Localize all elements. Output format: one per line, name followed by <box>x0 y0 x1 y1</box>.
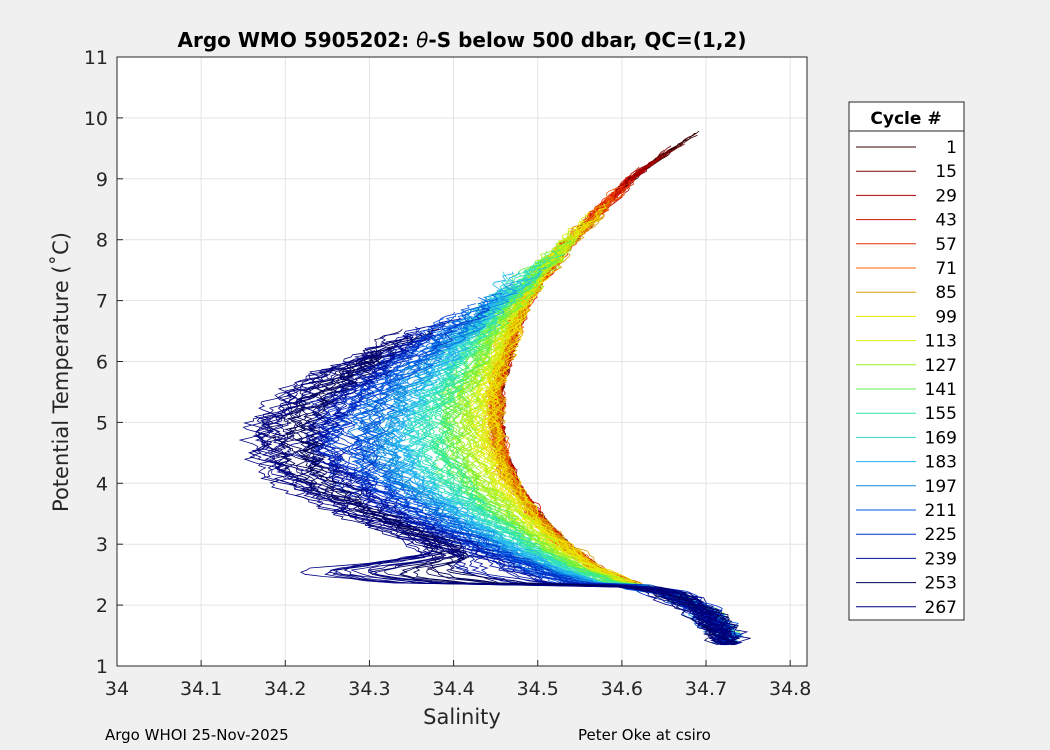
cycle-trace <box>284 350 727 646</box>
y-tick-label: 8 <box>96 230 108 252</box>
legend-entry: 127 <box>925 356 957 376</box>
x-tick-label: 34 <box>105 678 129 700</box>
y-tick-label: 10 <box>84 108 108 130</box>
y-tick-label: 9 <box>96 169 108 191</box>
y-tick-label: 7 <box>96 291 108 313</box>
x-tick-label: 34.3 <box>348 678 390 700</box>
legend-entry: 57 <box>935 235 957 255</box>
legend-entry: 29 <box>935 186 957 206</box>
legend-entry: 85 <box>935 283 957 303</box>
y-tick-label: 11 <box>84 47 108 69</box>
legend-entry: 141 <box>925 380 957 400</box>
x-ticks: 34 34.1 34.2 34.3 34.4 34.5 34.6 34.7 34.8 <box>105 660 811 700</box>
legend-entry: 113 <box>925 332 957 352</box>
cycle-trace <box>303 348 732 646</box>
legend-box <box>848 101 965 621</box>
cycle-trace <box>248 352 723 646</box>
chart-title: Argo WMO 5905202: θ-S below 500 dbar, QC… <box>178 28 747 52</box>
footer-left: Argo WHOI 25-Nov-2025 <box>105 726 289 744</box>
y-axis-label: Potential Temperature (˚C) <box>49 232 73 512</box>
x-tick-label: 34.6 <box>601 678 643 700</box>
legend-entry: 225 <box>925 525 957 545</box>
legend-entry: 211 <box>925 501 957 521</box>
legend-entry: 197 <box>925 477 957 497</box>
y-tick-label: 6 <box>96 352 108 374</box>
legend-items: 1 15 29 43 57 71 85 99 113 127 141 155 169 183 197 211 2… <box>856 138 957 618</box>
y-tick-label: 1 <box>96 656 108 678</box>
legend-entry: 1 <box>946 138 957 158</box>
y-ticks: 1 2 3 4 5 6 7 8 9 10 11 <box>84 47 123 678</box>
cycle-trace <box>242 369 729 646</box>
cycle-trace <box>238 373 751 645</box>
x-tick-label: 34.7 <box>685 678 727 700</box>
legend-entry: 169 <box>925 428 957 448</box>
y-tick-label: 3 <box>96 534 108 556</box>
y-tick-label: 5 <box>96 412 108 434</box>
legend-entry: 15 <box>935 162 957 182</box>
x-tick-label: 34.8 <box>769 678 811 700</box>
cycle-trace <box>260 354 738 646</box>
legend-entry: 239 <box>925 549 957 569</box>
legend-entry: 267 <box>925 598 957 618</box>
cycle-trace <box>447 233 731 646</box>
x-axis-label: Salinity <box>423 705 501 729</box>
x-tick-label: 34.2 <box>264 678 306 700</box>
legend-entry: 155 <box>925 404 957 424</box>
legend-title: Cycle # <box>870 109 941 129</box>
legend-entry: 253 <box>925 574 957 594</box>
legend-entry: 43 <box>935 211 957 231</box>
cycle-trace <box>251 335 736 646</box>
footer-right: Peter Oke at csiro <box>578 726 711 744</box>
y-tick-label: 4 <box>96 473 108 495</box>
legend-entry: 99 <box>935 307 957 327</box>
legend-entry: 71 <box>935 259 957 279</box>
x-tick-label: 34.1 <box>180 678 222 700</box>
x-tick-label: 34.4 <box>432 678 474 700</box>
y-tick-label: 2 <box>96 595 108 617</box>
theta-s-traces <box>238 130 751 646</box>
x-tick-label: 34.5 <box>517 678 559 700</box>
cycle-trace <box>481 237 733 646</box>
legend-entry: 183 <box>925 453 957 473</box>
legend: Cycle # 1 15 29 43 57 71 85 99 113 127 141 155 169 18… <box>848 101 965 621</box>
